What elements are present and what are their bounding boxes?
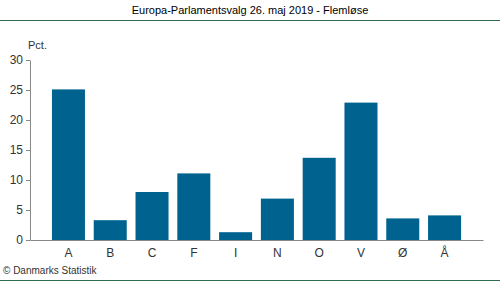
x-tick-label: C xyxy=(148,246,157,260)
bar xyxy=(219,232,252,240)
bar xyxy=(428,215,461,240)
title: Europa-Parlamentsvalg 26. maj 2019 - Fle… xyxy=(132,4,369,16)
x-tick: V xyxy=(357,240,365,260)
y-tick-label: 15 xyxy=(10,143,24,157)
bar xyxy=(386,218,419,240)
y-tick-label: 30 xyxy=(10,53,24,67)
bar xyxy=(52,89,85,240)
y-tick-label: 10 xyxy=(10,173,24,187)
bar xyxy=(94,220,127,240)
x-tick: A xyxy=(64,240,72,260)
x-tick: I xyxy=(234,240,237,260)
x-tick-label: O xyxy=(315,246,324,260)
chart: Europa-Parlamentsvalg 26. maj 2019 - Fle… xyxy=(0,0,500,282)
y-tick: 25 xyxy=(10,83,30,97)
y-tick-mark xyxy=(26,240,30,241)
x-axis-line xyxy=(31,240,484,241)
y-tick-mark xyxy=(26,90,30,91)
x-tick-label: V xyxy=(357,246,365,260)
x-tick-label: Å xyxy=(441,245,449,260)
x-tick-label: I xyxy=(234,246,237,260)
bar xyxy=(136,192,169,240)
header-rule xyxy=(0,20,500,21)
y-tick: 30 xyxy=(10,53,30,67)
y-tick-label: 20 xyxy=(10,113,24,127)
bars xyxy=(52,89,461,240)
y-tick: 10 xyxy=(10,173,30,187)
y-tick-label: 5 xyxy=(16,203,23,217)
y-axis-title: Pct. xyxy=(28,39,47,51)
bar xyxy=(261,199,294,240)
x-tick-label: N xyxy=(273,246,282,260)
y-tick-label: 25 xyxy=(10,83,24,97)
x-tick-label: B xyxy=(106,246,114,260)
bar xyxy=(177,173,210,240)
x-tick: B xyxy=(106,240,114,260)
source: © Danmarks Statistik xyxy=(3,265,98,276)
y-tick-mark xyxy=(26,60,30,61)
x-axis: ABCFINOVØÅ xyxy=(31,240,484,260)
y-tick-mark xyxy=(26,180,30,181)
y-tick: 0 xyxy=(16,233,30,247)
y-tick-mark xyxy=(26,210,30,211)
x-tick-label: Ø xyxy=(398,246,407,260)
y-axis: 0 5 10 15 20 25 30 xyxy=(10,53,31,247)
x-tick: Å xyxy=(441,240,449,260)
footer-rule xyxy=(0,280,500,281)
x-tick: O xyxy=(315,240,324,260)
y-tick-mark xyxy=(26,120,30,121)
bar xyxy=(344,103,377,240)
y-tick: 20 xyxy=(10,113,30,127)
y-tick-mark xyxy=(26,150,30,151)
x-tick: F xyxy=(190,240,197,260)
bar xyxy=(303,158,336,240)
x-tick-label: A xyxy=(64,246,72,260)
x-tick: N xyxy=(273,240,282,260)
x-tick: Ø xyxy=(398,240,407,260)
x-tick-label: F xyxy=(190,246,197,260)
y-tick: 5 xyxy=(16,203,30,217)
x-tick: C xyxy=(148,240,157,260)
y-tick: 15 xyxy=(10,143,30,157)
y-tick-label: 0 xyxy=(16,233,23,247)
y-axis-line xyxy=(30,61,31,241)
